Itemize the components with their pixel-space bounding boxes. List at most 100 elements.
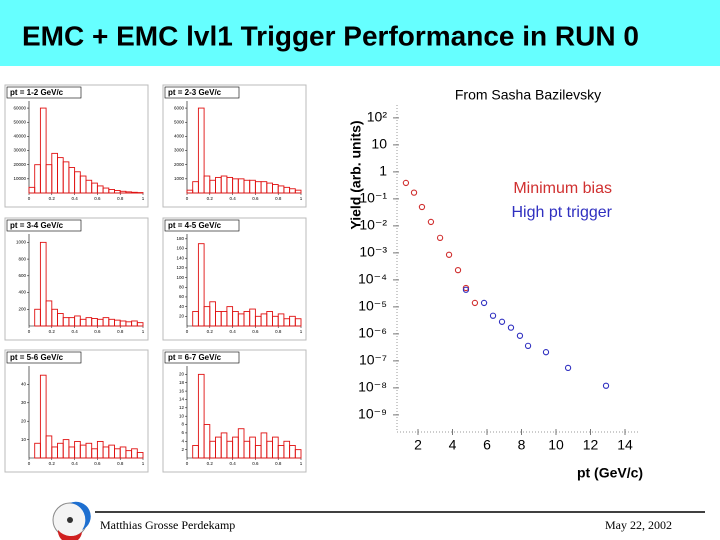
histogram-bar [136, 322, 144, 327]
y-tick-label: 10 [371, 136, 387, 152]
x-tick-label: 0.2 [207, 329, 214, 334]
data-point [427, 218, 435, 226]
panel [4, 84, 149, 208]
y-tick-label: 4000 [174, 134, 185, 139]
panel [162, 217, 307, 341]
x-tick-label: 0.2 [207, 461, 214, 466]
data-point [489, 312, 497, 319]
x-tick-label: 0 [28, 461, 31, 466]
x-tick-label: 14 [617, 437, 633, 453]
y-tick-label: 10⁻⁹ [358, 406, 387, 422]
histogram-bar [294, 318, 302, 327]
x-tick-label: 0.8 [275, 196, 282, 201]
panel-label-box [164, 86, 240, 99]
footer-date: May 22, 2002 [605, 518, 672, 532]
x-tick-label: 0.2 [207, 196, 214, 201]
legend-entry: Minimum bias [513, 180, 612, 197]
data-point [542, 349, 550, 356]
x-tick-label: 0 [28, 196, 31, 201]
panel-label-box [6, 86, 82, 99]
histogram-bar [294, 189, 302, 194]
histogram-bar [197, 243, 205, 327]
y-tick-label: 20000 [13, 162, 26, 167]
panel-label-box [6, 351, 82, 364]
y-tick-label: 40 [21, 382, 27, 387]
x-tick-label: 0 [186, 329, 189, 334]
y-tick-label: 8 [181, 422, 184, 427]
y-tick-label: 16 [179, 388, 185, 393]
title-bar [0, 0, 720, 66]
y-tick-label: 10⁻⁸ [358, 379, 387, 395]
panel-label: pt = 6-7 GeV/c [168, 353, 222, 362]
y-tick-label: 2 [181, 447, 184, 452]
panel-label-box [6, 219, 82, 232]
y-tick-label: 10⁻⁴ [358, 271, 387, 287]
panel-label: pt = 3-4 GeV/c [10, 221, 64, 230]
x-tick-label: 10 [548, 437, 564, 453]
x-tick-label: 0.6 [252, 329, 259, 334]
panel-label-box [164, 219, 240, 232]
y-tick-label: 10⁻¹ [359, 190, 387, 206]
histogram-bar [197, 373, 205, 459]
y-tick-label: 10⁻⁶ [358, 325, 387, 341]
x-tick-label: 0.6 [94, 461, 101, 466]
x-tick-label: 0.4 [71, 461, 78, 466]
y-tick-label: 80 [179, 284, 185, 289]
x-tick-label: 0.8 [117, 329, 124, 334]
data-point [602, 382, 610, 389]
x-tick-label: 4 [449, 437, 457, 453]
x-tick-label: 1 [300, 461, 303, 466]
y-tick-label: 5000 [174, 119, 185, 124]
y-tick-label: 60000 [13, 105, 26, 110]
data-point [436, 234, 444, 242]
x-tick-label: 1 [300, 329, 303, 334]
x-tick-label: 2 [414, 437, 422, 453]
x-tick-label: 1 [142, 329, 145, 334]
x-tick-label: 6 [483, 437, 491, 453]
y-tick-label: 200 [18, 306, 26, 311]
logo [52, 501, 91, 540]
x-tick-label: 0.8 [117, 461, 124, 466]
y-tick-label: 160 [176, 246, 184, 251]
slide-title: EMC + EMC lvl1 Trigger Performance in RU… [22, 20, 639, 51]
y-tick-label: 120 [176, 265, 184, 270]
y-tick-label: 14 [179, 397, 185, 402]
y-tick-label: 10⁻² [359, 217, 387, 233]
x-tick-label: 0.4 [71, 196, 78, 201]
x-tick-label: 0.2 [49, 329, 56, 334]
data-point [524, 342, 532, 350]
y-tick-label: 1 [379, 163, 387, 179]
histogram-bar [39, 374, 47, 459]
data-point [507, 324, 515, 331]
x-tick-label: 0.4 [229, 461, 236, 466]
y-tick-label: 1000 [174, 176, 185, 181]
panel-label: pt = 4-5 GeV/c [168, 221, 222, 230]
x-tick-label: 0 [28, 329, 31, 334]
data-point [445, 251, 453, 258]
panel-label: pt = 2-3 GeV/c [168, 88, 222, 97]
y-tick-label: 30000 [13, 148, 26, 153]
x-tick-label: 0 [186, 461, 189, 466]
x-tick-label: 0.8 [275, 461, 282, 466]
y-tick-label: 2000 [174, 162, 185, 167]
histogram-bar [294, 449, 302, 459]
y-tick-label: 50000 [13, 119, 26, 124]
histogram-bar [39, 107, 47, 194]
y-tick-label: 800 [18, 256, 26, 261]
y-tick-label: 40000 [13, 134, 26, 139]
y-tick-label: 20 [21, 418, 27, 423]
y-tick-label: 6000 [174, 105, 185, 110]
y-tick-label: 10000 [13, 176, 26, 181]
data-point [498, 318, 506, 325]
y-tick-label: 4 [181, 438, 184, 443]
x-tick-label: 1 [142, 461, 145, 466]
y-tick-label: 20 [179, 372, 185, 377]
x-tick-label: 0.2 [49, 196, 56, 201]
y-tick-label: 60 [179, 294, 185, 299]
y-tick-label: 600 [18, 273, 26, 278]
data-point [564, 364, 572, 372]
panel [162, 349, 307, 473]
y-tick-label: 40 [179, 304, 185, 309]
x-tick-label: 1 [300, 196, 303, 201]
